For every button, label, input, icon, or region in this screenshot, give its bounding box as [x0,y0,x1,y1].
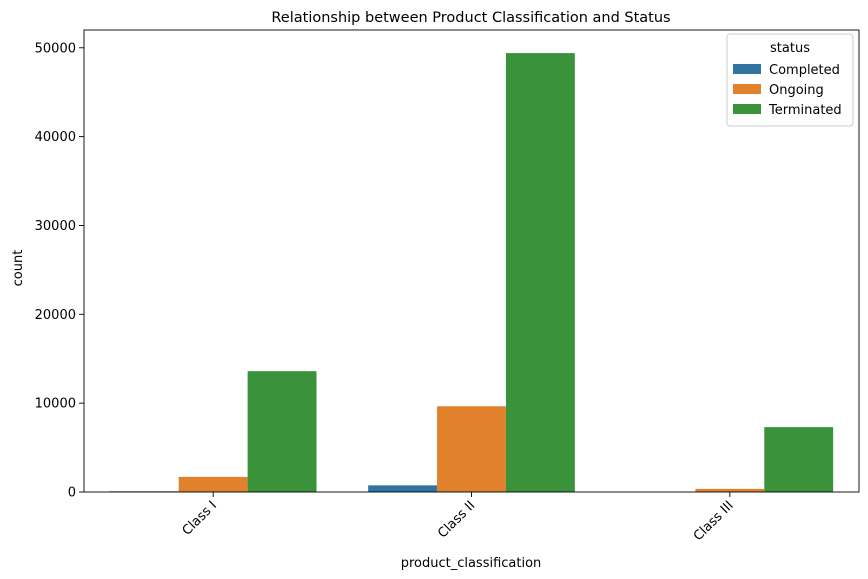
legend-label-completed: Completed [769,63,840,78]
y-tick-label: 10000 [35,397,76,412]
x-tick-label: Class II [435,498,478,541]
bar-terminated-3 [764,427,834,492]
y-tick-label: 40000 [35,130,76,145]
legend-label-terminated: Terminated [768,103,842,118]
x-tick-label: Class I [180,498,220,538]
legend-title: status [770,41,810,56]
legend-label-ongoing: Ongoing [769,83,824,98]
y-tick-label: 50000 [35,41,76,56]
bar-ongoing-1 [178,476,248,492]
y-axis: 0 10000 20000 30000 40000 50000 [35,41,84,501]
legend-swatch-ongoing [733,84,761,94]
bars-group [109,53,834,492]
y-tick-label: 30000 [35,219,76,234]
bar-terminated-1 [247,371,317,492]
y-axis-label: count [11,250,26,287]
legend-items: Completed Ongoing Terminated [733,63,842,118]
x-axis: Class I Class II Class III [180,492,737,544]
x-axis-label: product_classification [401,556,542,571]
legend-box [726,33,854,127]
legend-swatch-terminated [733,104,761,114]
bar-ongoing-3 [695,488,765,492]
plot-frame [83,29,860,493]
y-tick-label: 20000 [35,308,76,323]
y-tick-label: 0 [68,486,76,501]
x-tick-label: Class III [691,498,737,544]
legend: status Completed Ongoing Terminated [726,33,854,127]
bar-ongoing-2 [437,406,506,492]
bar-completed-2 [368,485,438,492]
chart-title: Relationship between Product Classificat… [271,10,670,26]
legend-swatch-completed [733,64,761,74]
bar-terminated-2 [505,53,575,492]
